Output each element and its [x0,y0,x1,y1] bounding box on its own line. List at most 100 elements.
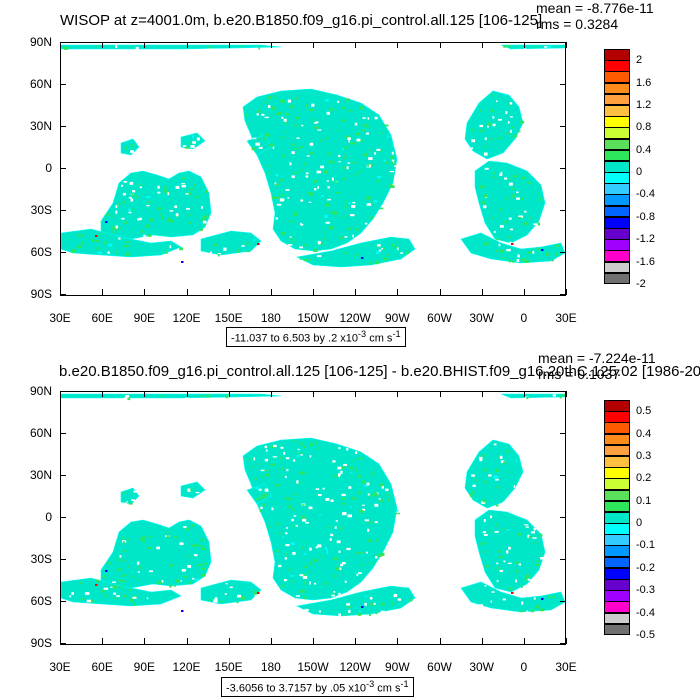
speckle [495,250,498,252]
colorbar-swatch [604,590,630,602]
speckle [136,195,139,199]
speckle [84,592,90,595]
speckle [516,197,520,200]
speckle [534,541,537,544]
speckle [340,527,343,530]
speckle [275,173,279,177]
ocean-region-10 [120,138,140,156]
speckle [304,565,308,568]
speckle [385,161,389,165]
colorbar-swatch [604,478,630,491]
colorbar-swatch [604,433,630,446]
speckle [157,207,162,210]
speckle [297,452,302,454]
speckle [303,259,308,262]
speckle [527,251,532,254]
speckle [189,581,191,585]
speckle [495,478,499,481]
speckle [512,175,518,178]
speckle [181,185,186,188]
speckle [503,177,508,180]
speckle [179,542,184,546]
lon-tick [270,391,272,397]
speckle [271,196,275,200]
speckle [391,156,394,160]
speckle [263,101,268,103]
field-speckle [69,394,565,617]
speckle [116,595,120,597]
speckle [198,564,203,566]
speckle [340,236,344,240]
speckle [276,522,279,526]
speckle [126,538,129,541]
speckle [331,594,335,597]
speckle [338,154,341,157]
speckle [262,137,267,140]
speckle [368,157,373,160]
speckle [175,185,180,189]
speckle [485,565,490,568]
lon-tick [186,289,188,295]
speckle [333,557,338,561]
speckle [482,531,487,534]
speckle [330,499,334,502]
speckle [481,455,486,457]
speckle [204,215,209,218]
colorbar-swatch [604,228,630,240]
speckle [481,501,486,504]
lon-tick-label: 120W [339,660,371,674]
speckle [271,507,274,511]
speckle [338,447,341,450]
lon-tick [566,289,567,295]
speckle [272,463,276,466]
lat-tick [60,126,66,127]
speckle [285,130,287,133]
colorbar-label: 1.2 [636,98,652,111]
speckle [371,472,375,476]
speckle [103,587,109,590]
mean-value: mean = -7.224e-11 [538,350,656,366]
speckle [317,186,319,189]
speckle [126,501,128,503]
speckle [130,198,134,202]
speckle [479,459,483,462]
speckle [101,590,105,593]
speckle [343,166,346,170]
speckle [380,610,385,614]
lon-tick [144,638,146,644]
speckle [486,122,491,126]
speckle [334,181,337,183]
lon-tick [397,638,399,644]
lat-tick [560,42,566,43]
speckle [167,192,170,196]
speckle [332,161,335,164]
speckle [367,528,370,532]
speckle [290,105,295,109]
colorbar-label: 0.4 [636,427,652,440]
speckle [258,46,261,50]
colorbar-label: -0.4 [636,606,655,619]
lat-tick-label: 60N [29,77,52,91]
speckle [338,473,341,476]
extreme-point [95,584,98,586]
speckle [393,594,398,598]
speckle [482,499,487,503]
speckle [302,518,307,522]
lon-tick [228,42,230,48]
extreme-points [95,221,544,263]
speckle [214,597,218,600]
speckle [246,242,249,245]
speckle [512,194,516,198]
speckle [191,577,195,580]
speckle [324,547,328,549]
speckle [77,234,80,237]
speckle [295,525,298,527]
speckle [195,491,200,494]
mean-value: mean = -8.776e-11 [536,0,654,16]
speckle [316,255,322,258]
speckle [128,502,133,505]
colorbar-swatch [604,205,630,218]
speckle [129,181,134,185]
speckle [94,240,99,242]
speckle [499,225,504,228]
